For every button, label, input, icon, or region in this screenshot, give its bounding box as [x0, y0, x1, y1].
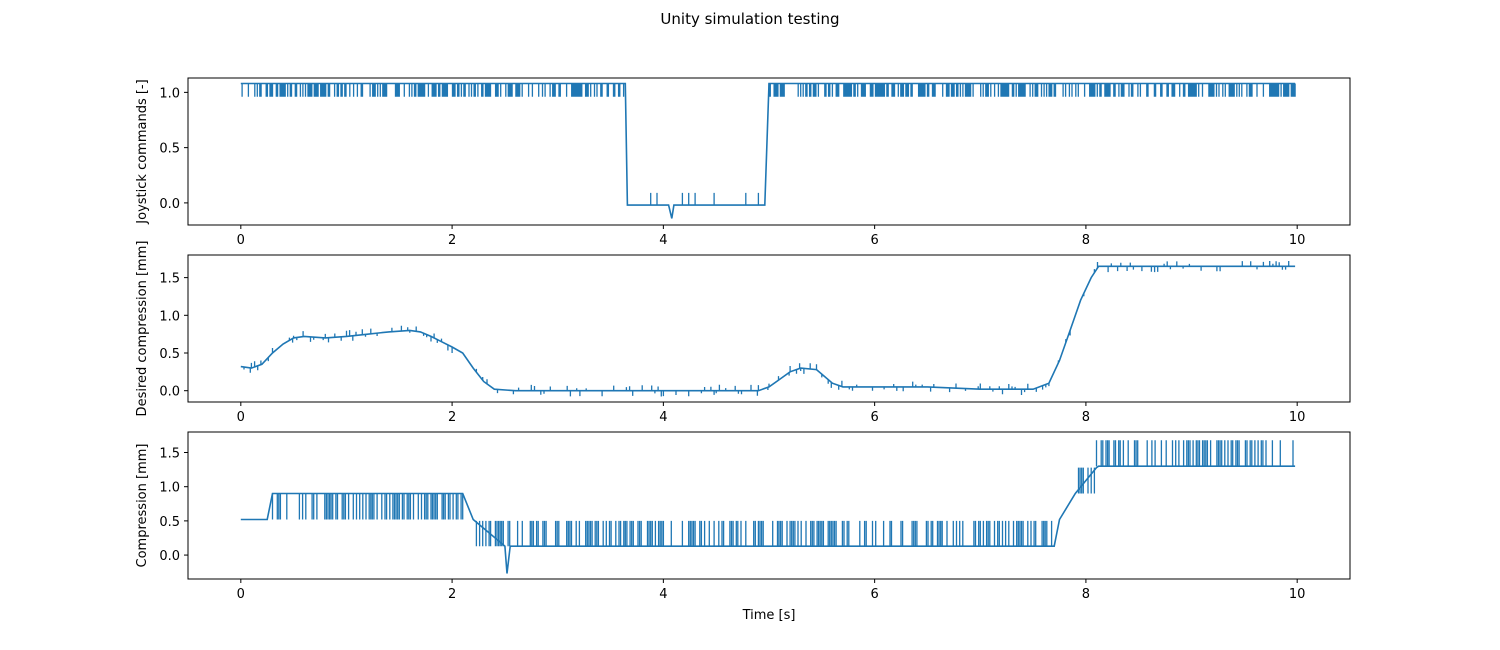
- subplot-compression: 0 2 4 6 8 10 0.0 0.5 1.0 1.5 Compression [mm] Time …: [135, 431, 1351, 623]
- x-tick-label: 6: [870, 587, 878, 602]
- x-tick-label: 4: [659, 233, 667, 248]
- y-tick-label: 1.0: [159, 309, 180, 324]
- y-tick-label: 0.0: [159, 197, 180, 212]
- series-jitter: [243, 261, 1290, 397]
- axes-frame: [187, 431, 1351, 580]
- y-axis-label: Joystick commands [-]: [135, 79, 150, 224]
- x-tick-label: 4: [659, 587, 667, 602]
- figure-title: Unity simulation testing: [660, 10, 839, 28]
- x-tick-label: 4: [659, 410, 667, 425]
- series-line: [240, 465, 1296, 574]
- series-line: [240, 82, 1296, 219]
- y-tick-label: 1.5: [159, 272, 180, 287]
- y-tick-label: 1.5: [159, 447, 180, 462]
- x-tick-label: 0: [237, 233, 245, 248]
- y-axis-label: Desired compression [mm]: [135, 241, 150, 417]
- x-tick-label: 0: [237, 587, 245, 602]
- subplot-joystick: 0 2 4 6 8 10 0.0 0.5 1.0 Joystick commands [-]: [135, 77, 1351, 248]
- x-tick-label: 10: [1289, 233, 1306, 248]
- x-tick-label: 10: [1289, 587, 1306, 602]
- x-tick-label: 8: [1082, 410, 1090, 425]
- x-tick-label: 2: [448, 587, 456, 602]
- y-tick-label: 0.5: [159, 515, 180, 530]
- subplot-desired-compression: 0 2 4 6 8 10 0.0 0.5 1.0 1.5 Desired compression […: [135, 241, 1351, 425]
- y-tick-label: 0.0: [159, 549, 180, 564]
- y-axis-label: Compression [mm]: [135, 444, 150, 568]
- x-tick-label: 10: [1289, 410, 1306, 425]
- y-tick-label: 0.5: [159, 142, 180, 157]
- x-tick-label: 2: [448, 233, 456, 248]
- axes-frame: [187, 254, 1351, 403]
- x-tick-label: 2: [448, 410, 456, 425]
- x-axis-label: Time [s]: [742, 608, 796, 623]
- y-tick-label: 0.5: [159, 347, 180, 362]
- y-tick-label: 1.0: [159, 86, 180, 101]
- x-tick-label: 6: [870, 410, 878, 425]
- series-jitter: [271, 440, 1294, 547]
- series-line: [240, 265, 1296, 392]
- axes-frame: [187, 77, 1351, 226]
- x-tick-label: 0: [237, 410, 245, 425]
- series-jitter: [241, 83, 1296, 206]
- x-tick-label: 8: [1082, 587, 1090, 602]
- x-tick-label: 8: [1082, 233, 1090, 248]
- y-tick-label: 1.0: [159, 481, 180, 496]
- x-tick-label: 6: [870, 233, 878, 248]
- y-tick-label: 0.0: [159, 385, 180, 400]
